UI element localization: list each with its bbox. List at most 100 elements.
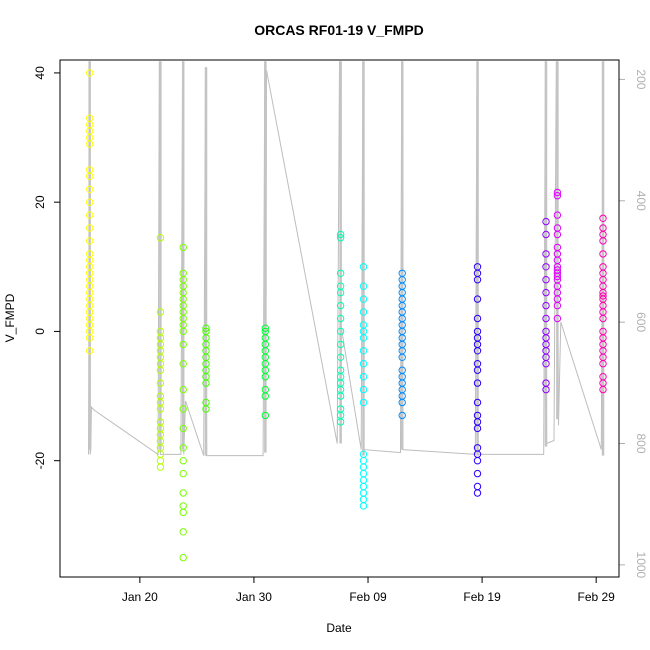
point-2-10 xyxy=(179,327,187,336)
point-6-15 xyxy=(359,469,368,478)
plot-frame xyxy=(59,59,620,578)
point-9-5 xyxy=(542,288,550,297)
point-2-12 xyxy=(179,360,187,368)
point-8-8 xyxy=(473,347,482,355)
point-1-8 xyxy=(156,366,165,374)
point-9-6 xyxy=(542,301,550,310)
point-9-4 xyxy=(542,276,550,284)
point-5-6 xyxy=(336,314,345,323)
point-8-2 xyxy=(473,276,482,284)
point-2-23 xyxy=(179,553,187,562)
point-9-1 xyxy=(542,230,550,239)
point-1-0 xyxy=(156,234,165,242)
x-axis-label: Date xyxy=(326,621,352,635)
point-5-9 xyxy=(336,353,345,361)
point-0-7 xyxy=(86,172,94,181)
point-7-20 xyxy=(398,411,406,420)
y2-tick-label-3: 800 xyxy=(634,433,648,453)
point-8-20 xyxy=(473,482,482,491)
point-8-18 xyxy=(473,457,482,465)
point-0-8 xyxy=(86,185,94,194)
point-11-0 xyxy=(599,214,607,223)
point-4-8 xyxy=(261,373,269,381)
pressure-trace xyxy=(88,61,605,457)
axes: Jan 20 Jan 30 Feb 09 Feb 19 Feb 29 -20 0 20 40 20… xyxy=(33,66,648,604)
x-tick-label-2: Feb 09 xyxy=(349,590,387,604)
point-4-0 xyxy=(261,324,269,332)
point-0-10 xyxy=(86,211,94,219)
point-6-16 xyxy=(359,476,368,484)
point-6-0 xyxy=(359,263,368,271)
point-10-1 xyxy=(553,192,562,200)
point-2-18 xyxy=(179,469,187,478)
point-0-5 xyxy=(86,140,94,148)
point-6-11 xyxy=(359,398,368,407)
point-1-20 xyxy=(156,463,165,471)
x-tick-label-4: Feb 29 xyxy=(578,590,616,604)
point-5-4 xyxy=(336,288,345,297)
point-9-0 xyxy=(542,217,550,226)
point-6-17 xyxy=(359,482,368,491)
point-8-21 xyxy=(473,489,482,497)
point-0-0 xyxy=(86,69,94,77)
point-10-11 xyxy=(553,272,562,281)
point-5-2 xyxy=(336,269,345,277)
point-2-15 xyxy=(179,424,187,433)
point-4-11 xyxy=(261,411,269,420)
point-11-10 xyxy=(599,292,607,300)
point-6-9 xyxy=(359,373,368,381)
point-9-7 xyxy=(542,314,550,323)
point-3-0 xyxy=(202,324,210,332)
x-tick-label-0: Jan 20 xyxy=(122,590,158,604)
point-0-11 xyxy=(86,224,94,232)
point-3-9 xyxy=(202,379,210,387)
point-7-19 xyxy=(398,398,406,407)
point-9-15 xyxy=(542,385,550,394)
point-9-13 xyxy=(542,360,550,368)
point-6-14 xyxy=(359,463,368,471)
y-tick-label-0: -20 xyxy=(33,452,47,470)
point-8-15 xyxy=(473,424,482,433)
point-2-20 xyxy=(179,502,187,510)
point-8-11 xyxy=(473,379,482,387)
point-8-19 xyxy=(473,469,482,478)
y-axis-label: V_FMPD xyxy=(3,293,17,342)
point-6-8 xyxy=(359,360,368,368)
point-10-17 xyxy=(553,314,562,323)
point-2-19 xyxy=(179,489,187,497)
point-6-19 xyxy=(359,495,368,504)
point-5-7 xyxy=(336,327,345,336)
point-5-17 xyxy=(336,418,345,426)
point-6-2 xyxy=(359,295,368,303)
point-2-13 xyxy=(179,385,187,394)
point-6-13 xyxy=(359,457,368,465)
y2-tick-label-2: 600 xyxy=(634,312,648,332)
y2-tick-label-0: 200 xyxy=(634,69,648,89)
point-3-11 xyxy=(202,405,210,413)
y-tick-label-3: 40 xyxy=(33,66,47,80)
pressure-line xyxy=(88,61,604,457)
point-11-20 xyxy=(599,360,607,368)
point-8-4 xyxy=(473,314,482,323)
chart-title: ORCAS RF01-19 V_FMPD xyxy=(254,22,424,38)
point-0-26 xyxy=(86,334,94,342)
y-tick-label-2: 20 xyxy=(33,195,47,209)
point-11-23 xyxy=(599,385,607,394)
point-11-3 xyxy=(599,237,607,245)
point-9-2 xyxy=(542,250,550,258)
point-6-18 xyxy=(359,489,368,497)
point-10-0 xyxy=(553,188,562,197)
point-10-16 xyxy=(553,301,562,310)
point-4-10 xyxy=(261,392,269,400)
point-2-14 xyxy=(179,405,187,413)
point-2-21 xyxy=(179,508,187,517)
point-2-0 xyxy=(179,243,187,252)
data-points xyxy=(86,69,607,562)
point-10-4 xyxy=(553,230,562,239)
point-6-20 xyxy=(359,502,368,510)
point-5-0 xyxy=(336,230,345,239)
point-11-14 xyxy=(599,314,607,323)
point-5-1 xyxy=(336,234,345,242)
point-9-3 xyxy=(542,263,550,271)
